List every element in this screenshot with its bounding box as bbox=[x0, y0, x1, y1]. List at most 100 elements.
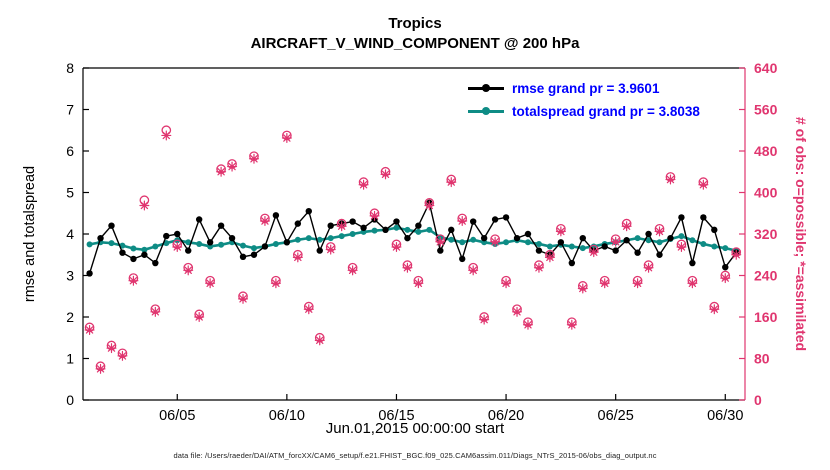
assimilated-obs-marker bbox=[151, 308, 160, 316]
assimilated-obs-marker bbox=[206, 279, 214, 287]
right-y-tick-label: 560 bbox=[754, 102, 778, 118]
legend-dot-sample bbox=[482, 107, 490, 115]
assimilated-obs-marker bbox=[305, 305, 313, 313]
assimilated-obs-marker bbox=[348, 266, 357, 275]
right-y-tick-label: 160 bbox=[754, 309, 778, 325]
assimilated-obs-marker bbox=[272, 279, 280, 287]
assimilated-obs-marker bbox=[655, 227, 664, 236]
assimilated-obs-marker bbox=[546, 253, 554, 262]
left-y-tick-label: 8 bbox=[66, 60, 74, 76]
assimilated-obs-marker bbox=[436, 238, 445, 246]
assimilated-obs-marker bbox=[425, 201, 434, 210]
rmse-series bbox=[86, 199, 740, 277]
axes bbox=[82, 67, 746, 401]
assimilated-obs-marker bbox=[316, 336, 324, 345]
x-tick-label: 06/30 bbox=[707, 408, 743, 424]
assimilated-obs-marker bbox=[590, 248, 598, 256]
assimilated-obs-marker bbox=[381, 170, 390, 179]
assimilated-obs-marker bbox=[644, 264, 653, 272]
assimilated-obs-marker bbox=[370, 212, 379, 220]
x-tick-label: 06/20 bbox=[488, 408, 524, 424]
assimilated-obs-marker bbox=[633, 279, 642, 287]
assimilated-obs-marker bbox=[294, 253, 302, 262]
assimilated-obs-marker bbox=[261, 217, 269, 225]
assimilated-obs-marker bbox=[228, 162, 236, 171]
assimilated-obs-marker bbox=[568, 321, 576, 329]
chart-title-variable: AIRCRAFT_V_WIND_COMPONENT @ 200 hPa bbox=[250, 35, 580, 52]
right-y-tick-label: 320 bbox=[754, 226, 778, 242]
chart-title: Tropics AIRCRAFT_V_WIND_COMPONENT @ 200 … bbox=[0, 14, 830, 54]
legend-entry-totalspread: totalspread grand pr = 3.8038 bbox=[468, 101, 700, 121]
assimilated-obs-marker bbox=[480, 315, 488, 324]
legend-label-rmse: rmse grand pr = 3.9601 bbox=[512, 80, 660, 96]
assimilated-obs-marker bbox=[414, 279, 423, 287]
assimilated-obs-marker bbox=[96, 365, 105, 373]
x-tick-label: 06/15 bbox=[378, 408, 414, 424]
assimilated-obs-marker bbox=[326, 245, 335, 254]
assimilated-obs-marker bbox=[118, 352, 127, 360]
assimilated-obs-marker bbox=[337, 222, 346, 230]
assimilated-obs-marker bbox=[184, 266, 192, 275]
right-y-tick-label: 80 bbox=[754, 351, 770, 367]
assimilated-obs-marker bbox=[579, 284, 587, 293]
left-y-tick-label: 0 bbox=[66, 392, 74, 408]
assimilated-obs-marker bbox=[699, 181, 708, 189]
assimilated-obs-marker bbox=[600, 279, 609, 287]
right-y-tick-label: 240 bbox=[754, 268, 778, 284]
assimilated-obs-marker bbox=[666, 175, 675, 184]
assimilated-obs-marker bbox=[392, 243, 401, 251]
assimilated-obs-marker bbox=[524, 321, 532, 329]
legend-swatch-totalspread bbox=[468, 104, 504, 118]
right-axis-title: # of obs: o=possible; *=assimilated bbox=[793, 116, 809, 352]
assimilated-obs-marker bbox=[250, 155, 258, 163]
right-y-tick-label: 400 bbox=[754, 185, 778, 201]
x-tick-label: 06/25 bbox=[598, 408, 634, 424]
x-tick-label: 06/10 bbox=[269, 408, 305, 424]
assimilated-obs-marker bbox=[557, 227, 565, 236]
assimilated-obs-marker bbox=[491, 238, 499, 246]
assimilated-obs-marker bbox=[677, 243, 686, 251]
right-y-tick-label: 480 bbox=[754, 143, 778, 159]
legend-dot-sample bbox=[482, 84, 490, 92]
assimilated-obs-marker bbox=[403, 264, 412, 272]
chart-title-region: Tropics bbox=[388, 15, 442, 32]
assimilated-obs-marker bbox=[611, 238, 620, 246]
assimilated-obs-marker bbox=[710, 305, 719, 313]
assimilated-obs-marker bbox=[513, 308, 521, 316]
assimilated-obs-marker bbox=[107, 344, 116, 352]
legend-entry-rmse: rmse grand pr = 3.9601 bbox=[468, 78, 700, 98]
assimilated-obs-marker bbox=[458, 217, 466, 225]
left-y-tick-label: 3 bbox=[66, 268, 74, 284]
assimilated-obs-marker bbox=[732, 251, 740, 259]
assimilated-obs-marker bbox=[173, 243, 181, 251]
left-y-tick-label: 7 bbox=[66, 102, 74, 118]
legend-label-totalspread: totalspread grand pr = 3.8038 bbox=[512, 103, 700, 119]
assimilated-obs-marker bbox=[535, 264, 543, 272]
data-file-caption: data file: /Users/raeder/DAI/ATM_forcXX/… bbox=[173, 451, 657, 460]
assimilated-obs-marker bbox=[622, 222, 631, 230]
assimilated-obs-marker bbox=[502, 279, 510, 287]
right-y-tick-label: 0 bbox=[754, 392, 762, 408]
assimilated-obs-marker bbox=[721, 274, 729, 282]
assimilated-obs-marker bbox=[129, 276, 138, 285]
left-y-tick-label: 1 bbox=[66, 351, 74, 367]
assimilated-obs-marker bbox=[239, 295, 247, 303]
right-y-tick-label: 640 bbox=[754, 60, 778, 76]
left-y-tick-label: 6 bbox=[66, 143, 74, 159]
legend-swatch-rmse bbox=[468, 81, 504, 95]
assimilated-obs-marker bbox=[217, 168, 225, 176]
assimilated-obs-marker bbox=[688, 279, 697, 287]
left-axis-title: rmse and totalspread bbox=[22, 165, 38, 303]
legend: rmse grand pr = 3.9601 totalspread grand… bbox=[468, 78, 700, 121]
left-y-tick-label: 4 bbox=[66, 226, 74, 242]
assimilated-obs-marker bbox=[195, 313, 203, 321]
assimilated-obs-marker bbox=[447, 178, 455, 186]
assimilated-obs-marker bbox=[162, 131, 171, 140]
assimilated-obs-marker bbox=[283, 134, 291, 142]
assimilated-obs-marker bbox=[469, 266, 477, 275]
assimilated-obs-marker bbox=[359, 181, 368, 189]
assimilated-obs-marker bbox=[85, 326, 94, 334]
